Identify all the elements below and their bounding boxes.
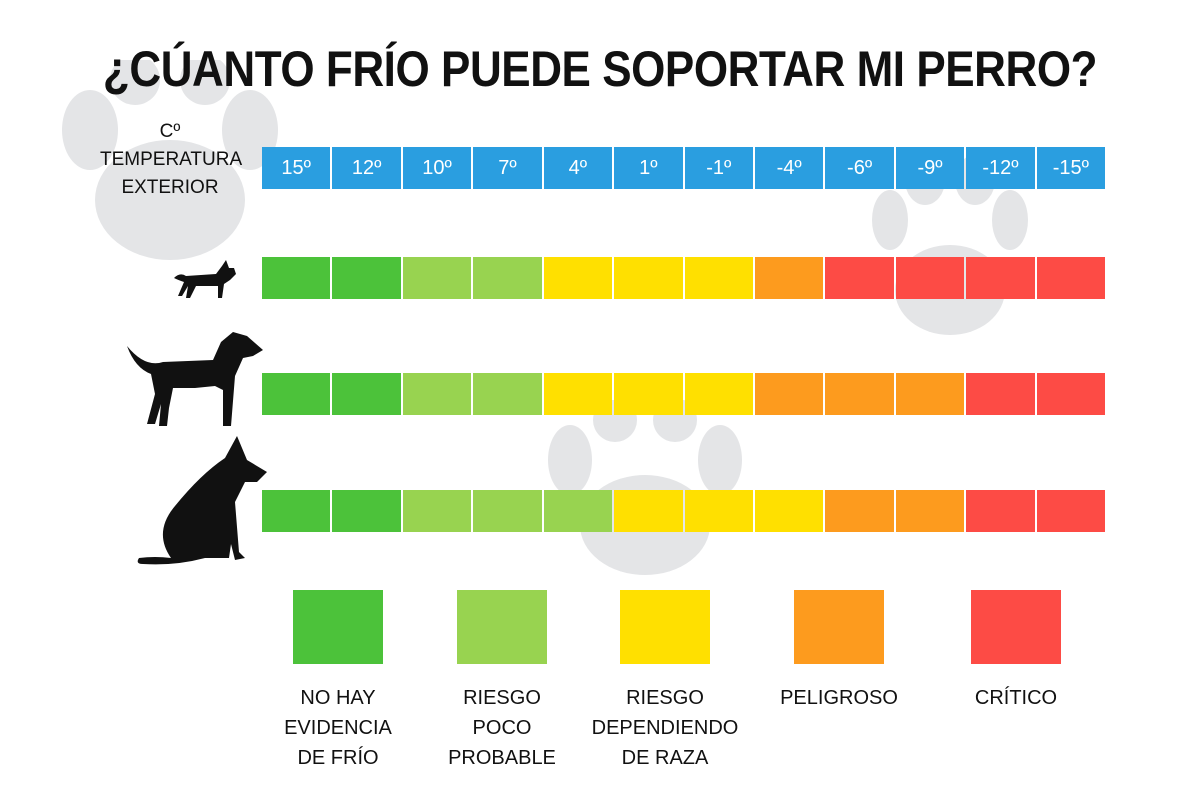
- temperature-cell: 7º: [473, 147, 542, 189]
- small-dog-icon: [174, 260, 236, 298]
- risk-cell: [754, 490, 824, 532]
- risk-cell: [473, 257, 542, 299]
- legend-label: PELIGROSO: [754, 683, 924, 713]
- legend-swatch: [794, 590, 884, 664]
- legend-label-line: PELIGROSO: [780, 687, 898, 709]
- risk-cell: [543, 373, 613, 415]
- risk-cell: [895, 257, 965, 299]
- temperature-row: 15º 12º 10º 7º 4º 1º -1º -4º -6º -9º -12º -15º: [262, 147, 1106, 189]
- risk-cell: [473, 373, 542, 415]
- label-line: TEMPERATURA: [100, 149, 243, 170]
- temperature-cell: -12º: [966, 147, 1035, 189]
- risk-cell: [332, 373, 401, 415]
- legend-label-line: CRÍTICO: [974, 687, 1058, 709]
- risk-cell: [332, 490, 401, 532]
- legend-swatch: [457, 590, 547, 664]
- legend-label: RIESGO POCO PROBABLE: [417, 683, 587, 773]
- legend-swatch: [620, 590, 710, 664]
- legend-label: NO HAY EVIDENCIA DE FRÍO: [253, 683, 423, 773]
- temperature-cell: 4º: [543, 147, 613, 189]
- temperature-cell: 12º: [332, 147, 401, 189]
- legend-label-line: EVIDENCIA: [284, 717, 392, 739]
- medium-dog-row: [262, 373, 1106, 415]
- risk-cell: [262, 490, 331, 532]
- temperature-cell: -9º: [895, 147, 965, 189]
- risk-cell: [543, 257, 613, 299]
- risk-cell: [402, 257, 472, 299]
- risk-cell: [1036, 257, 1106, 299]
- risk-cell: [684, 257, 753, 299]
- legend-label: CRÍTICO: [931, 683, 1101, 713]
- risk-cell: [754, 257, 824, 299]
- temperature-cell: -15º: [1036, 147, 1106, 189]
- legend-swatch: [293, 590, 383, 664]
- risk-cell: [825, 373, 894, 415]
- risk-cell: [895, 490, 965, 532]
- risk-cell: [966, 373, 1035, 415]
- legend-label-line: DE FRÍO: [297, 747, 379, 769]
- risk-cell: [1036, 373, 1106, 415]
- risk-cell: [825, 490, 894, 532]
- temperature-cell: 15º: [262, 147, 331, 189]
- risk-cell: [262, 257, 331, 299]
- legend-label-line: DEPENDIENDO: [591, 717, 739, 739]
- risk-cell: [966, 257, 1035, 299]
- legend-label-line: RIESGO: [626, 687, 704, 709]
- temperature-cell: -6º: [825, 147, 894, 189]
- risk-cell: [1036, 490, 1106, 532]
- risk-cell: [825, 257, 894, 299]
- risk-cell: [614, 373, 683, 415]
- risk-cell: [684, 373, 753, 415]
- risk-cell: [473, 490, 542, 532]
- legend-label-line: PROBABLE: [448, 747, 556, 769]
- legend-label: RIESGO DEPENDIENDO DE RAZA: [580, 683, 750, 773]
- temperature-cell: -1º: [684, 147, 753, 189]
- risk-cell: [402, 373, 472, 415]
- risk-cell: [402, 490, 472, 532]
- risk-cell: [262, 373, 331, 415]
- large-dog-icon: [137, 436, 267, 565]
- legend-swatch: [971, 590, 1061, 664]
- risk-cell: [754, 373, 824, 415]
- legend-label-line: POCO: [472, 717, 532, 739]
- temperature-cell: -4º: [754, 147, 824, 189]
- risk-cell: [614, 257, 683, 299]
- risk-cell: [543, 490, 613, 532]
- risk-cell: [895, 373, 965, 415]
- legend-label-line: RIESGO: [463, 687, 541, 709]
- temperature-axis-label: Cº TEMPERATURA EXTERIOR: [100, 118, 243, 202]
- temperature-cell: 10º: [402, 147, 472, 189]
- risk-cell: [966, 490, 1035, 532]
- small-dog-row: [262, 257, 1106, 299]
- legend-label-line: NO HAY: [300, 687, 376, 709]
- temperature-cell: 1º: [614, 147, 683, 189]
- legend-label-line: DE RAZA: [621, 747, 709, 769]
- page-title: ¿CÚANTO FRÍO PUEDE SOPORTAR MI PERRO?: [102, 41, 1098, 97]
- risk-cell: [614, 490, 683, 532]
- medium-dog-icon: [127, 332, 263, 426]
- risk-cell: [684, 490, 753, 532]
- label-line: EXTERIOR: [121, 177, 219, 198]
- risk-cell: [332, 257, 401, 299]
- large-dog-row: [262, 490, 1106, 532]
- unit-label: Cº: [159, 121, 181, 142]
